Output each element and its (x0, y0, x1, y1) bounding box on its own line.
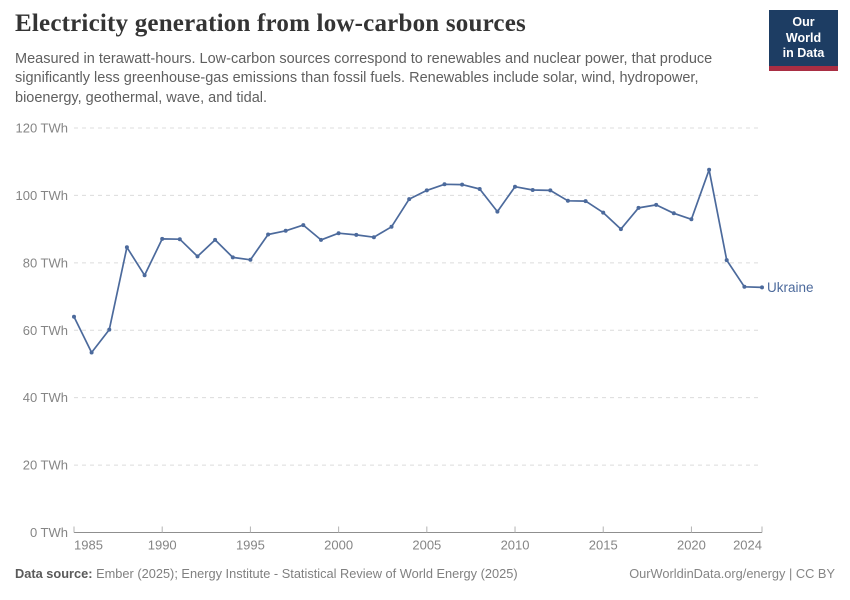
data-point (495, 209, 500, 214)
y-axis-tick-label: 0 TWh (30, 525, 68, 540)
data-point (195, 254, 200, 259)
x-axis-tick-label: 1985 (74, 538, 103, 553)
owid-logo-line1: Our World (785, 15, 822, 45)
owid-license-link[interactable]: OurWorldinData.org/energy | CC BY (629, 566, 835, 581)
series-line (73, 168, 763, 354)
data-point (336, 231, 341, 236)
line-chart-plot-area: 0 TWh 20 TWh 40 TWh 60 TWh 80 TWh 100 TWh 120 … (15, 121, 814, 553)
data-point (89, 350, 94, 355)
x-axis-tick-label: 2024 (733, 538, 762, 553)
y-axis-tick-label: 60 TWh (23, 323, 68, 338)
data-point (389, 224, 394, 229)
data-point (530, 188, 535, 192)
data-point (513, 184, 517, 189)
y-axis-tick-label: 100 TWh (15, 188, 68, 203)
series-end-label: Ukraine (767, 280, 814, 295)
chart-footer: Data source: Ember (2025); Energy Instit… (15, 566, 835, 581)
data-point (407, 197, 412, 202)
y-axis-tick-label: 120 TWh (15, 121, 68, 136)
x-axis-tick-label: 2015 (589, 538, 618, 553)
data-point (565, 198, 570, 203)
data-point (460, 182, 465, 187)
data-point (301, 223, 306, 228)
data-point (442, 182, 447, 187)
data-point (548, 188, 553, 193)
data-point (618, 227, 623, 232)
data-point (248, 257, 253, 262)
data-source-text: Ember (2025); Energy Institute - Statist… (92, 566, 518, 581)
data-point (724, 258, 729, 263)
data-point (707, 167, 712, 172)
y-axis-tick-label: 40 TWh (23, 390, 68, 405)
data-point (72, 314, 76, 319)
x-axis-tick-label: 2005 (412, 538, 441, 553)
x-axis-tick-label: 1990 (148, 538, 177, 553)
y-axis-tick-label: 20 TWh (23, 458, 68, 473)
data-point (230, 255, 235, 260)
data-point (583, 199, 588, 204)
x-axis-tick-label: 2000 (324, 538, 353, 553)
x-axis-tick-label: 2010 (501, 538, 530, 553)
data-point (689, 217, 694, 222)
data-point (266, 232, 271, 237)
data-point (636, 205, 641, 210)
x-axis-tick-label: 2020 (677, 538, 706, 553)
y-axis-tick-label: 80 TWh (23, 255, 68, 270)
owid-logo-line2: in Data (782, 46, 825, 61)
chart-subtitle: Measured in terawatt-hours. Low-carbon s… (15, 51, 713, 106)
data-point (671, 211, 676, 216)
data-point (213, 237, 218, 242)
data-point (142, 273, 147, 278)
data-point (654, 202, 659, 207)
data-point (354, 232, 359, 237)
data-point (424, 188, 429, 193)
data-point (477, 187, 482, 191)
data-point (160, 236, 165, 241)
data-point (177, 237, 182, 242)
data-point (124, 245, 129, 250)
x-axis-tick-label: 1995 (236, 538, 265, 553)
owid-logo[interactable]: Our World in Data (769, 10, 838, 71)
data-point (760, 285, 764, 290)
data-point (601, 210, 606, 215)
data-point (371, 235, 376, 240)
data-source-label: Data source: (15, 566, 93, 581)
data-point (319, 237, 323, 242)
data-point (283, 228, 288, 233)
data-source-note: Data source: Ember (2025); Energy Instit… (15, 566, 518, 581)
data-point (742, 284, 747, 289)
data-point (107, 327, 112, 332)
chart-title: Electricity generation from low-carbon s… (15, 10, 526, 37)
